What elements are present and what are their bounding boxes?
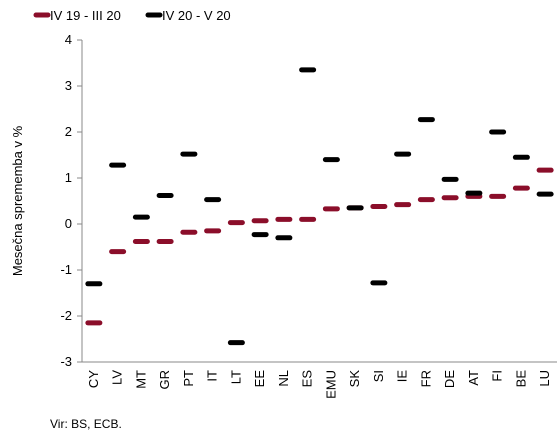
y-tick-label: -2 xyxy=(60,308,72,323)
legend-label: IV 19 - III 20 xyxy=(50,8,121,23)
x-tick-label: LU xyxy=(537,370,552,387)
x-tick-label: MT xyxy=(133,370,148,389)
legend-label: IV 20 - V 20 xyxy=(162,8,231,23)
x-tick-label: PT xyxy=(181,370,196,387)
x-tick-label: SK xyxy=(347,370,362,388)
y-tick-label: -1 xyxy=(60,262,72,277)
x-tick-label: CY xyxy=(86,370,101,388)
x-tick-label: AT xyxy=(466,370,481,386)
x-tick-label: FI xyxy=(490,370,505,382)
y-axis-label: Mesečna sprememba v % xyxy=(10,125,25,276)
y-tick-label: 3 xyxy=(65,78,72,93)
x-tick-label: GR xyxy=(157,370,172,390)
y-tick-label: 0 xyxy=(65,216,72,231)
source-note: Vir: BS, ECB. xyxy=(50,417,122,431)
x-tick-label: IT xyxy=(205,370,220,382)
y-tick-label: 2 xyxy=(65,124,72,139)
x-tick-label: EE xyxy=(252,370,267,388)
x-tick-label: BE xyxy=(513,370,528,388)
x-tick-label: FR xyxy=(418,370,433,387)
y-tick-label: 4 xyxy=(65,32,72,47)
x-tick-label: LV xyxy=(110,370,125,385)
x-tick-label: NL xyxy=(276,370,291,387)
x-tick-label: LT xyxy=(228,370,243,384)
x-tick-label: EMU xyxy=(323,370,338,399)
x-tick-label: DE xyxy=(442,370,457,388)
x-tick-label: IE xyxy=(395,370,410,383)
y-tick-label: -3 xyxy=(60,354,72,369)
x-tick-label: SI xyxy=(371,370,386,382)
x-tick-label: ES xyxy=(300,370,315,388)
y-tick-label: 1 xyxy=(65,170,72,185)
